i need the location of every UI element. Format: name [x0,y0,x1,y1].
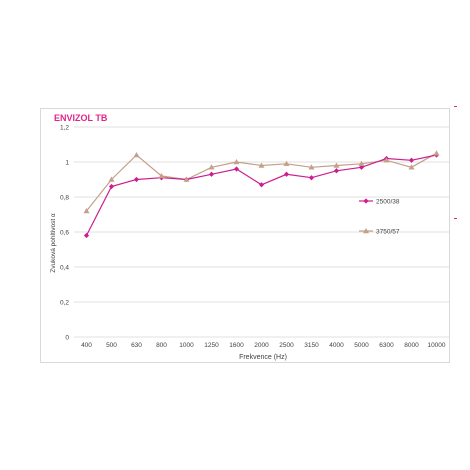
x-tick-label: 800 [156,342,167,349]
data-point [333,168,340,174]
x-tick-label: 630 [131,342,142,349]
y-tick-label: 0,6 [60,230,69,237]
data-point [208,164,215,170]
legend-marker [363,198,369,204]
x-axis-label: Frekvence (Hz) [239,354,287,361]
data-point [133,152,140,158]
y-tick-label: 1 [65,160,69,167]
x-tick-label: 3150 [304,342,319,349]
x-tick-label: 1250 [204,342,219,349]
data-point [83,208,90,214]
data-point [433,150,440,156]
chart-area: ENVIZOL TB Zvuková pohltivost α Frekvenc… [40,108,450,363]
x-tick-label: 5000 [354,342,369,349]
y-axis-label: Zvuková pohltivost α [50,213,57,273]
chart-title: ENVIZOL TB [54,113,108,123]
y-tick-label: 0,8 [60,195,69,202]
data-point [283,160,290,166]
x-tick-label: 6300 [379,342,394,349]
data-point [258,182,265,188]
data-point [158,173,165,179]
data-point [383,157,390,163]
data-point [233,159,240,165]
x-tick-label: 4000 [329,342,344,349]
x-tick-label: 500 [106,342,117,349]
data-point [108,176,115,182]
x-tick-label: 400 [81,342,92,349]
data-point [83,232,90,239]
data-point [258,162,265,168]
data-point [208,171,215,177]
y-tick-label: 0,2 [60,300,69,307]
decorative-mark [454,106,457,107]
decorative-mark [454,218,457,219]
x-tick-label: 1000 [179,342,194,349]
x-tick-label: 2000 [254,342,269,349]
x-tick-label: 1600 [229,342,244,349]
data-point [408,157,415,163]
legend-label: 2500/38 [376,199,400,206]
y-tick-label: 1,2 [60,125,69,132]
legend-marker [363,228,369,234]
data-point [283,171,290,177]
data-point [108,183,115,190]
x-tick-label: 8000 [404,342,419,349]
x-tick-label: 2500 [279,342,294,349]
x-tick-label: 10000 [427,342,445,349]
chart-svg: ENVIZOL TB Zvuková pohltivost α Frekvenc… [50,113,449,361]
data-point [133,176,140,183]
data-point [358,160,365,166]
data-point [408,164,415,170]
legend-label: 3750/57 [376,229,400,236]
y-tick-label: 0,4 [60,265,69,272]
data-point [333,162,340,168]
data-point [308,175,315,181]
data-point [183,176,190,182]
y-tick-label: 0 [65,335,69,342]
data-point [308,164,315,170]
data-point [233,166,240,172]
